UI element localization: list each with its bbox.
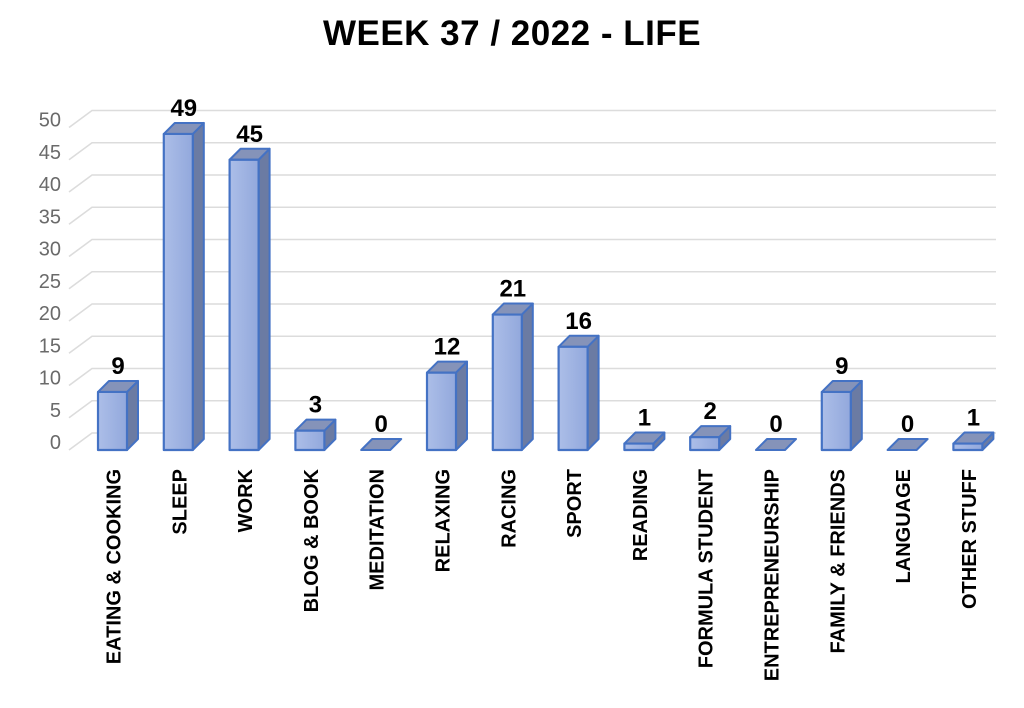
x-category-label: OTHER STUFF bbox=[959, 469, 981, 609]
y-tick-label: 45 bbox=[39, 142, 61, 164]
bar-group: 0 MEDITATION bbox=[360, 411, 403, 590]
y-tick-label: 35 bbox=[39, 206, 61, 228]
bar-group: 1 READING bbox=[623, 405, 666, 561]
y-gridline bbox=[68, 303, 996, 322]
bar-side-face bbox=[257, 147, 271, 451]
bar-value-label: 0 bbox=[375, 411, 388, 438]
bar-group: 45 WORK bbox=[228, 121, 271, 532]
x-category-label: LANGUAGE bbox=[893, 469, 915, 583]
bar-front-face bbox=[623, 442, 655, 452]
bar-group: 3 BLOG & BOOK bbox=[294, 392, 337, 612]
bar-front-face bbox=[425, 371, 458, 452]
bar-value-label: 1 bbox=[967, 405, 980, 432]
y-gridline bbox=[68, 335, 996, 354]
chart-title: WEEK 37 / 2022 - LIFE bbox=[322, 14, 702, 53]
y-tick-label: 10 bbox=[39, 368, 61, 390]
y-gridline bbox=[68, 109, 996, 129]
x-category-label: ENTREPRENEURSHIP bbox=[762, 469, 784, 681]
y-tick-label: 15 bbox=[39, 335, 61, 357]
bar-front-face bbox=[952, 442, 984, 452]
bar-group: 1 OTHER STUFF bbox=[952, 405, 995, 609]
x-category-label: SPORT bbox=[564, 469, 586, 538]
bar-zero-face bbox=[886, 438, 929, 451]
bar-value-label: 21 bbox=[499, 276, 526, 303]
bar-front-face bbox=[820, 390, 852, 452]
y-gridline bbox=[68, 174, 996, 193]
bar-group: 9 FAMILY & FRIENDS bbox=[820, 353, 863, 653]
bar-zero-face bbox=[755, 438, 797, 451]
bar-front-face bbox=[557, 345, 589, 452]
bar-value-label: 0 bbox=[769, 411, 782, 438]
y-tick-label: 30 bbox=[39, 239, 61, 261]
bar-group: 0 LANGUAGE bbox=[886, 411, 929, 583]
bar-front-face bbox=[96, 390, 129, 452]
bar-zero-face bbox=[360, 438, 403, 451]
x-category-label: FORMULA STUDENT bbox=[696, 469, 718, 668]
bar-side-face bbox=[455, 360, 468, 451]
x-category-label: RACING bbox=[498, 469, 520, 548]
bar-group: 21 RACING bbox=[491, 276, 534, 548]
bar-group: 12 RELAXING bbox=[425, 334, 468, 572]
bar-front-face bbox=[294, 429, 326, 452]
bar-side-face bbox=[586, 334, 600, 451]
bar-group: 2 FORMULA STUDENT bbox=[689, 398, 732, 668]
bar-value-label: 2 bbox=[704, 398, 717, 425]
y-gridline bbox=[68, 270, 996, 290]
y-gridline bbox=[68, 367, 996, 387]
bar-front-face bbox=[162, 132, 194, 452]
x-category-label: BLOG & BOOK bbox=[301, 468, 323, 612]
bar-front-face bbox=[689, 436, 721, 452]
y-tick-label: 50 bbox=[39, 110, 61, 132]
bar-value-label: 12 bbox=[434, 334, 461, 361]
bar-value-label: 9 bbox=[835, 353, 848, 380]
x-category-label: RELAXING bbox=[433, 469, 455, 572]
bar-side-face bbox=[191, 121, 205, 451]
y-gridline bbox=[68, 141, 996, 161]
y-gridline bbox=[68, 206, 996, 225]
bar-value-label: 9 bbox=[111, 353, 124, 380]
y-tick-label: 40 bbox=[39, 174, 61, 196]
bar-group: 49 SLEEP bbox=[162, 95, 205, 535]
x-category-label: WORK bbox=[235, 468, 257, 532]
x-category-label: SLEEP bbox=[169, 469, 191, 535]
x-category-label: MEDITATION bbox=[367, 469, 389, 590]
y-tick-label: 5 bbox=[50, 400, 61, 422]
bar-value-label: 0 bbox=[901, 411, 914, 438]
bar-value-label: 49 bbox=[170, 95, 197, 122]
bar-side-face bbox=[520, 302, 534, 451]
y-tick-label: 0 bbox=[50, 432, 61, 454]
y-gridline bbox=[68, 238, 996, 258]
bar-value-label: 16 bbox=[565, 308, 592, 335]
bar-value-label: 1 bbox=[638, 405, 651, 432]
bar-group: 0 ENTREPRENEURSHIP bbox=[755, 411, 797, 681]
bar-front-face bbox=[228, 158, 260, 452]
y-gridline bbox=[68, 399, 996, 419]
bar-group: 16 SPORT bbox=[557, 308, 600, 538]
x-category-label: FAMILY & FRIENDS bbox=[827, 469, 849, 653]
bar-value-label: 45 bbox=[236, 121, 263, 148]
y-tick-label: 20 bbox=[39, 303, 61, 325]
bar-value-label: 3 bbox=[309, 392, 322, 419]
y-tick-label: 25 bbox=[39, 271, 61, 293]
x-category-label: READING bbox=[630, 469, 652, 561]
bar-front-face bbox=[491, 313, 523, 452]
bar-group: 9 EATING & COOKING bbox=[96, 353, 139, 664]
x-category-label: EATING & COOKING bbox=[104, 469, 126, 664]
